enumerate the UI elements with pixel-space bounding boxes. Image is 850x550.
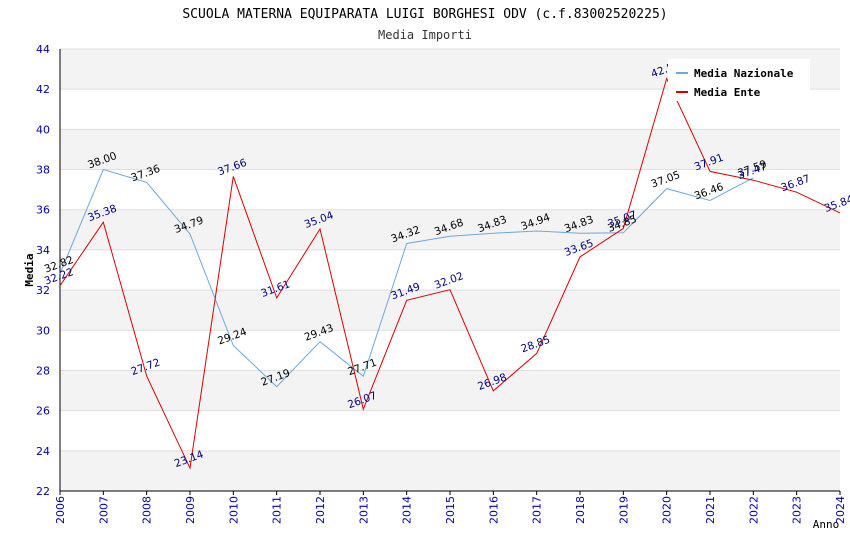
x-tick-label: 2014 [401,496,414,524]
chart-subtitle: Media Importi [378,28,472,42]
x-tick-label: 2010 [227,496,240,524]
legend-label: Media Nazionale [694,67,794,80]
x-tick-label: 2007 [97,496,110,524]
data-label: 37.05 [649,169,681,191]
x-tick-label: 2016 [487,496,500,524]
x-tick-label: 2011 [271,496,284,524]
grid-band [60,209,840,250]
y-tick-label: 32 [36,284,50,297]
x-tick-label: 2015 [444,496,457,524]
x-tick-label: 2020 [661,496,674,524]
x-tick-label: 2023 [791,496,804,524]
grid-band [60,450,840,491]
chart-title: SCUOLA MATERNA EQUIPARATA LUIGI BORGHESI… [182,7,667,22]
y-tick-label: 34 [36,244,50,257]
grid-band [60,290,840,331]
y-tick-label: 38 [36,164,50,177]
x-tick-label: 2019 [617,496,630,524]
y-tick-label: 44 [36,43,50,56]
x-tick-label: 2024 [834,496,847,524]
x-tick-label: 2009 [184,496,197,524]
y-tick-label: 28 [36,364,50,377]
legend-box [668,59,810,101]
x-tick-label: 2022 [747,496,760,524]
grid-band [60,370,840,411]
y-tick-label: 24 [36,445,50,458]
x-tick-label: 2008 [141,496,154,524]
data-label: 28.85 [519,334,551,356]
y-tick-label: 42 [36,83,50,96]
x-tick-label: 2012 [314,496,327,524]
series-line [59,168,754,388]
x-axis-label: Anno [813,518,840,531]
data-label: 36.46 [693,181,726,203]
y-tick-label: 26 [36,405,50,418]
x-tick-label: 2021 [704,496,717,524]
series-line [59,77,841,470]
legend-label: Media Ente [694,86,761,99]
y-tick-label: 30 [36,324,50,337]
y-axis-label: Media [23,253,36,286]
y-tick-label: 36 [36,204,50,217]
x-tick-label: 2018 [574,496,587,524]
y-tick-label: 40 [36,123,50,136]
x-tick-label: 2006 [54,496,67,524]
data-label: 36.87 [779,173,811,195]
grid-band [60,129,840,170]
data-label: 32.02 [433,270,465,292]
y-tick-label: 22 [36,485,50,498]
x-tick-label: 2017 [531,496,544,524]
x-tick-label: 2013 [357,496,370,524]
